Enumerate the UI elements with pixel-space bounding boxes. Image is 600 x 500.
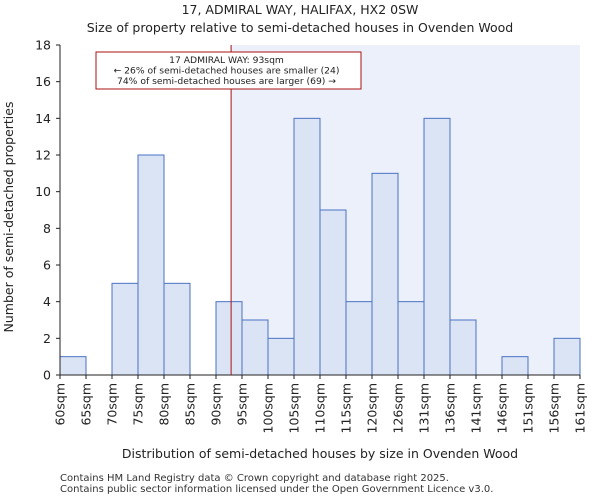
histogram-bar (59, 356, 87, 376)
x-tick-label: 65sqm (79, 383, 94, 426)
x-tick-label: 141sqm (469, 383, 484, 433)
footer-copyright: Contains HM Land Registry data © Crown c… (60, 473, 449, 484)
x-tick-label: 151sqm (521, 383, 536, 433)
x-tick-label: 131sqm (417, 383, 432, 433)
y-tick-label: 12 (35, 148, 51, 163)
x-tick-label: 110sqm (313, 383, 328, 433)
x-tick-label: 80sqm (157, 383, 172, 426)
x-tick-label: 136sqm (443, 383, 458, 433)
histogram-bar (345, 301, 373, 376)
histogram-bar (163, 282, 191, 376)
y-tick-label: 16 (35, 74, 51, 89)
histogram-bar (137, 154, 165, 376)
x-tick-label: 161sqm (573, 383, 588, 433)
histogram-bar (449, 319, 477, 376)
histogram-bar (293, 117, 321, 376)
histogram-bar (241, 319, 269, 376)
x-tick-label: 90sqm (209, 383, 224, 426)
y-axis-label: Number of semi-detached properties (1, 102, 16, 333)
annotation-box (95, 51, 362, 90)
y-tick-label: 8 (43, 221, 51, 236)
chart-subtitle: Size of property relative to semi-detach… (86, 20, 514, 35)
x-tick-label: 126sqm (391, 383, 406, 433)
x-tick-label: 115sqm (339, 383, 354, 433)
histogram-bar (397, 301, 425, 376)
y-tick-label: 14 (35, 111, 51, 126)
x-axis-label: Distribution of semi-detached houses by … (122, 446, 518, 461)
x-tick-label: 75sqm (131, 383, 146, 426)
histogram-bar (319, 209, 347, 376)
histogram-bar (501, 356, 529, 376)
x-tick-label: 100sqm (261, 383, 276, 433)
annotation-line: 17 ADMIRAL WAY: 93sqm (169, 55, 284, 66)
y-tick-label: 6 (43, 258, 51, 273)
x-tick-label: 85sqm (183, 383, 198, 426)
histogram-bar (371, 172, 399, 376)
annotation-line: 74% of semi-detached houses are larger (… (117, 76, 336, 87)
y-tick-label: 4 (43, 294, 51, 309)
footer-licence: Contains public sector information licen… (60, 484, 494, 495)
x-tick-label: 146sqm (495, 383, 510, 433)
x-tick-label: 60sqm (53, 383, 68, 426)
x-tick-label: 105sqm (287, 383, 302, 433)
histogram-bar (553, 337, 581, 376)
annotation-line: ← 26% of semi-detached houses are smalle… (114, 66, 340, 77)
x-tick-label: 120sqm (365, 383, 380, 433)
histogram-bar (111, 282, 139, 376)
x-tick-label: 70sqm (105, 383, 120, 426)
y-tick-label: 0 (43, 368, 51, 383)
y-tick-label: 18 (35, 38, 51, 53)
histogram-bar (423, 117, 451, 376)
y-tick-label: 10 (35, 184, 51, 199)
x-tick-label: 156sqm (547, 383, 562, 433)
x-tick-label: 95sqm (235, 383, 250, 426)
y-tick-label: 2 (43, 331, 51, 346)
histogram-bar (215, 301, 243, 376)
histogram-bar (267, 337, 295, 376)
chart-title: 17, ADMIRAL WAY, HALIFAX, HX2 0SW (181, 2, 419, 17)
